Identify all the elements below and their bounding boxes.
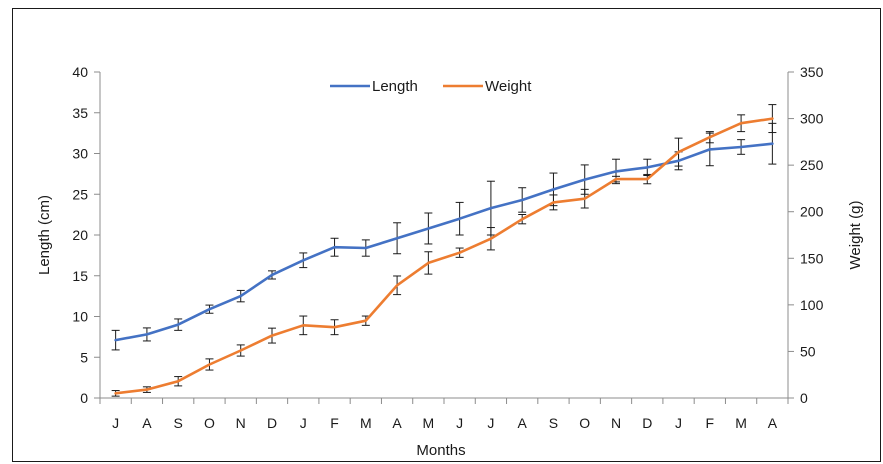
y-tick-label: 20 [72, 227, 88, 243]
y-tick-label: 25 [72, 186, 88, 202]
legend-item-length: Length [330, 78, 418, 95]
y2-tick-label: 150 [800, 250, 824, 266]
y2-tick-label: 0 [800, 390, 808, 406]
y-tick-label: 30 [72, 146, 88, 162]
x-tick-label: N [236, 415, 246, 431]
x-tick-label: M [360, 415, 372, 431]
y-tick-label: 15 [72, 268, 88, 284]
y-tick-label: 0 [80, 390, 88, 406]
x-tick-label: S [174, 415, 183, 431]
error-bars [111, 104, 777, 397]
x-tick-label: S [549, 415, 558, 431]
x-tick-label: N [611, 415, 621, 431]
series-lines [114, 117, 774, 395]
legend-label-length: Length [372, 78, 418, 95]
x-tick-label: J [300, 415, 307, 431]
x-tick-label: A [518, 415, 528, 431]
y2-tick-label: 100 [800, 297, 824, 313]
x-tick-label: D [642, 415, 652, 431]
x-tick-label: A [142, 415, 152, 431]
x-tick-label: M [423, 415, 435, 431]
x-tick-label: O [579, 415, 590, 431]
y2-tick-label: 50 [800, 343, 816, 359]
y2-axis-title: Weight (g) [847, 201, 864, 270]
chart-frame [12, 8, 881, 462]
x-tick-label: J [487, 415, 494, 431]
legend-item-weight: Weight [443, 78, 532, 95]
axes: 0 5 10 15 20 25 30 35 40 0 50 100 150 200 250 300 350 J A S… [72, 64, 823, 431]
x-tick-label: O [204, 415, 215, 431]
x-tick-label: F [330, 415, 339, 431]
weight-series-line [114, 117, 774, 395]
y-tick-label: 40 [72, 64, 88, 80]
y2-tick-label: 300 [800, 111, 824, 127]
length-series-line [114, 142, 774, 342]
x-tick-label: J [675, 415, 682, 431]
y2-tick-label: 200 [800, 204, 824, 220]
x-tick-label: J [456, 415, 463, 431]
legend-label-weight: Weight [485, 78, 532, 95]
legend: Length Weight [330, 78, 532, 95]
x-tick-label: A [392, 415, 402, 431]
x-tick-label: M [735, 415, 747, 431]
x-tick-label: F [706, 415, 715, 431]
y-tick-label: 5 [80, 349, 88, 365]
y2-tick-label: 350 [800, 64, 824, 80]
x-tick-label: D [267, 415, 277, 431]
y-tick-label: 35 [72, 105, 88, 121]
x-axis-title: Months [416, 442, 465, 459]
x-tick-label: A [768, 415, 778, 431]
axis-labels: Months Length (cm) Weight (g) [36, 195, 864, 459]
y2-tick-label: 250 [800, 157, 824, 173]
x-tick-label: J [112, 415, 119, 431]
y-tick-label: 10 [72, 309, 88, 325]
y-axis-title: Length (cm) [36, 195, 53, 275]
